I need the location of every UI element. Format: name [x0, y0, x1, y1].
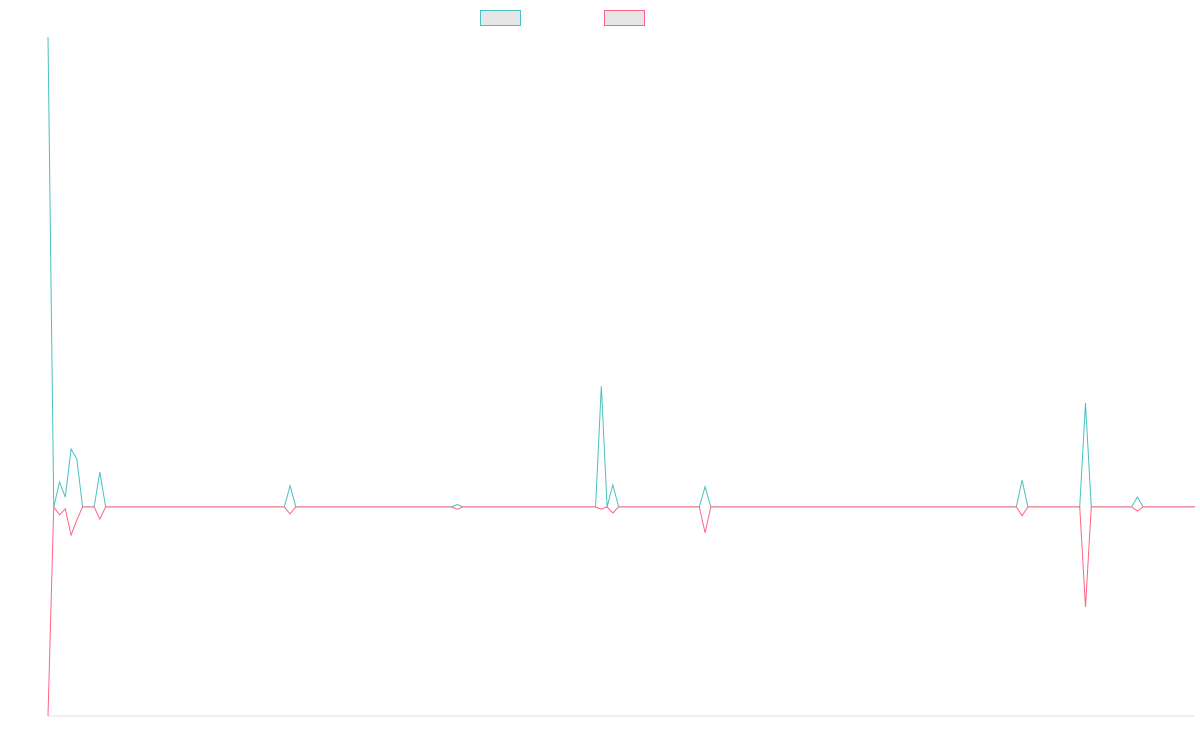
- legend-swatch: [604, 10, 645, 26]
- series-line: [47, 505, 1195, 717]
- legend-swatch: [480, 10, 521, 26]
- series-line: [47, 36, 1195, 508]
